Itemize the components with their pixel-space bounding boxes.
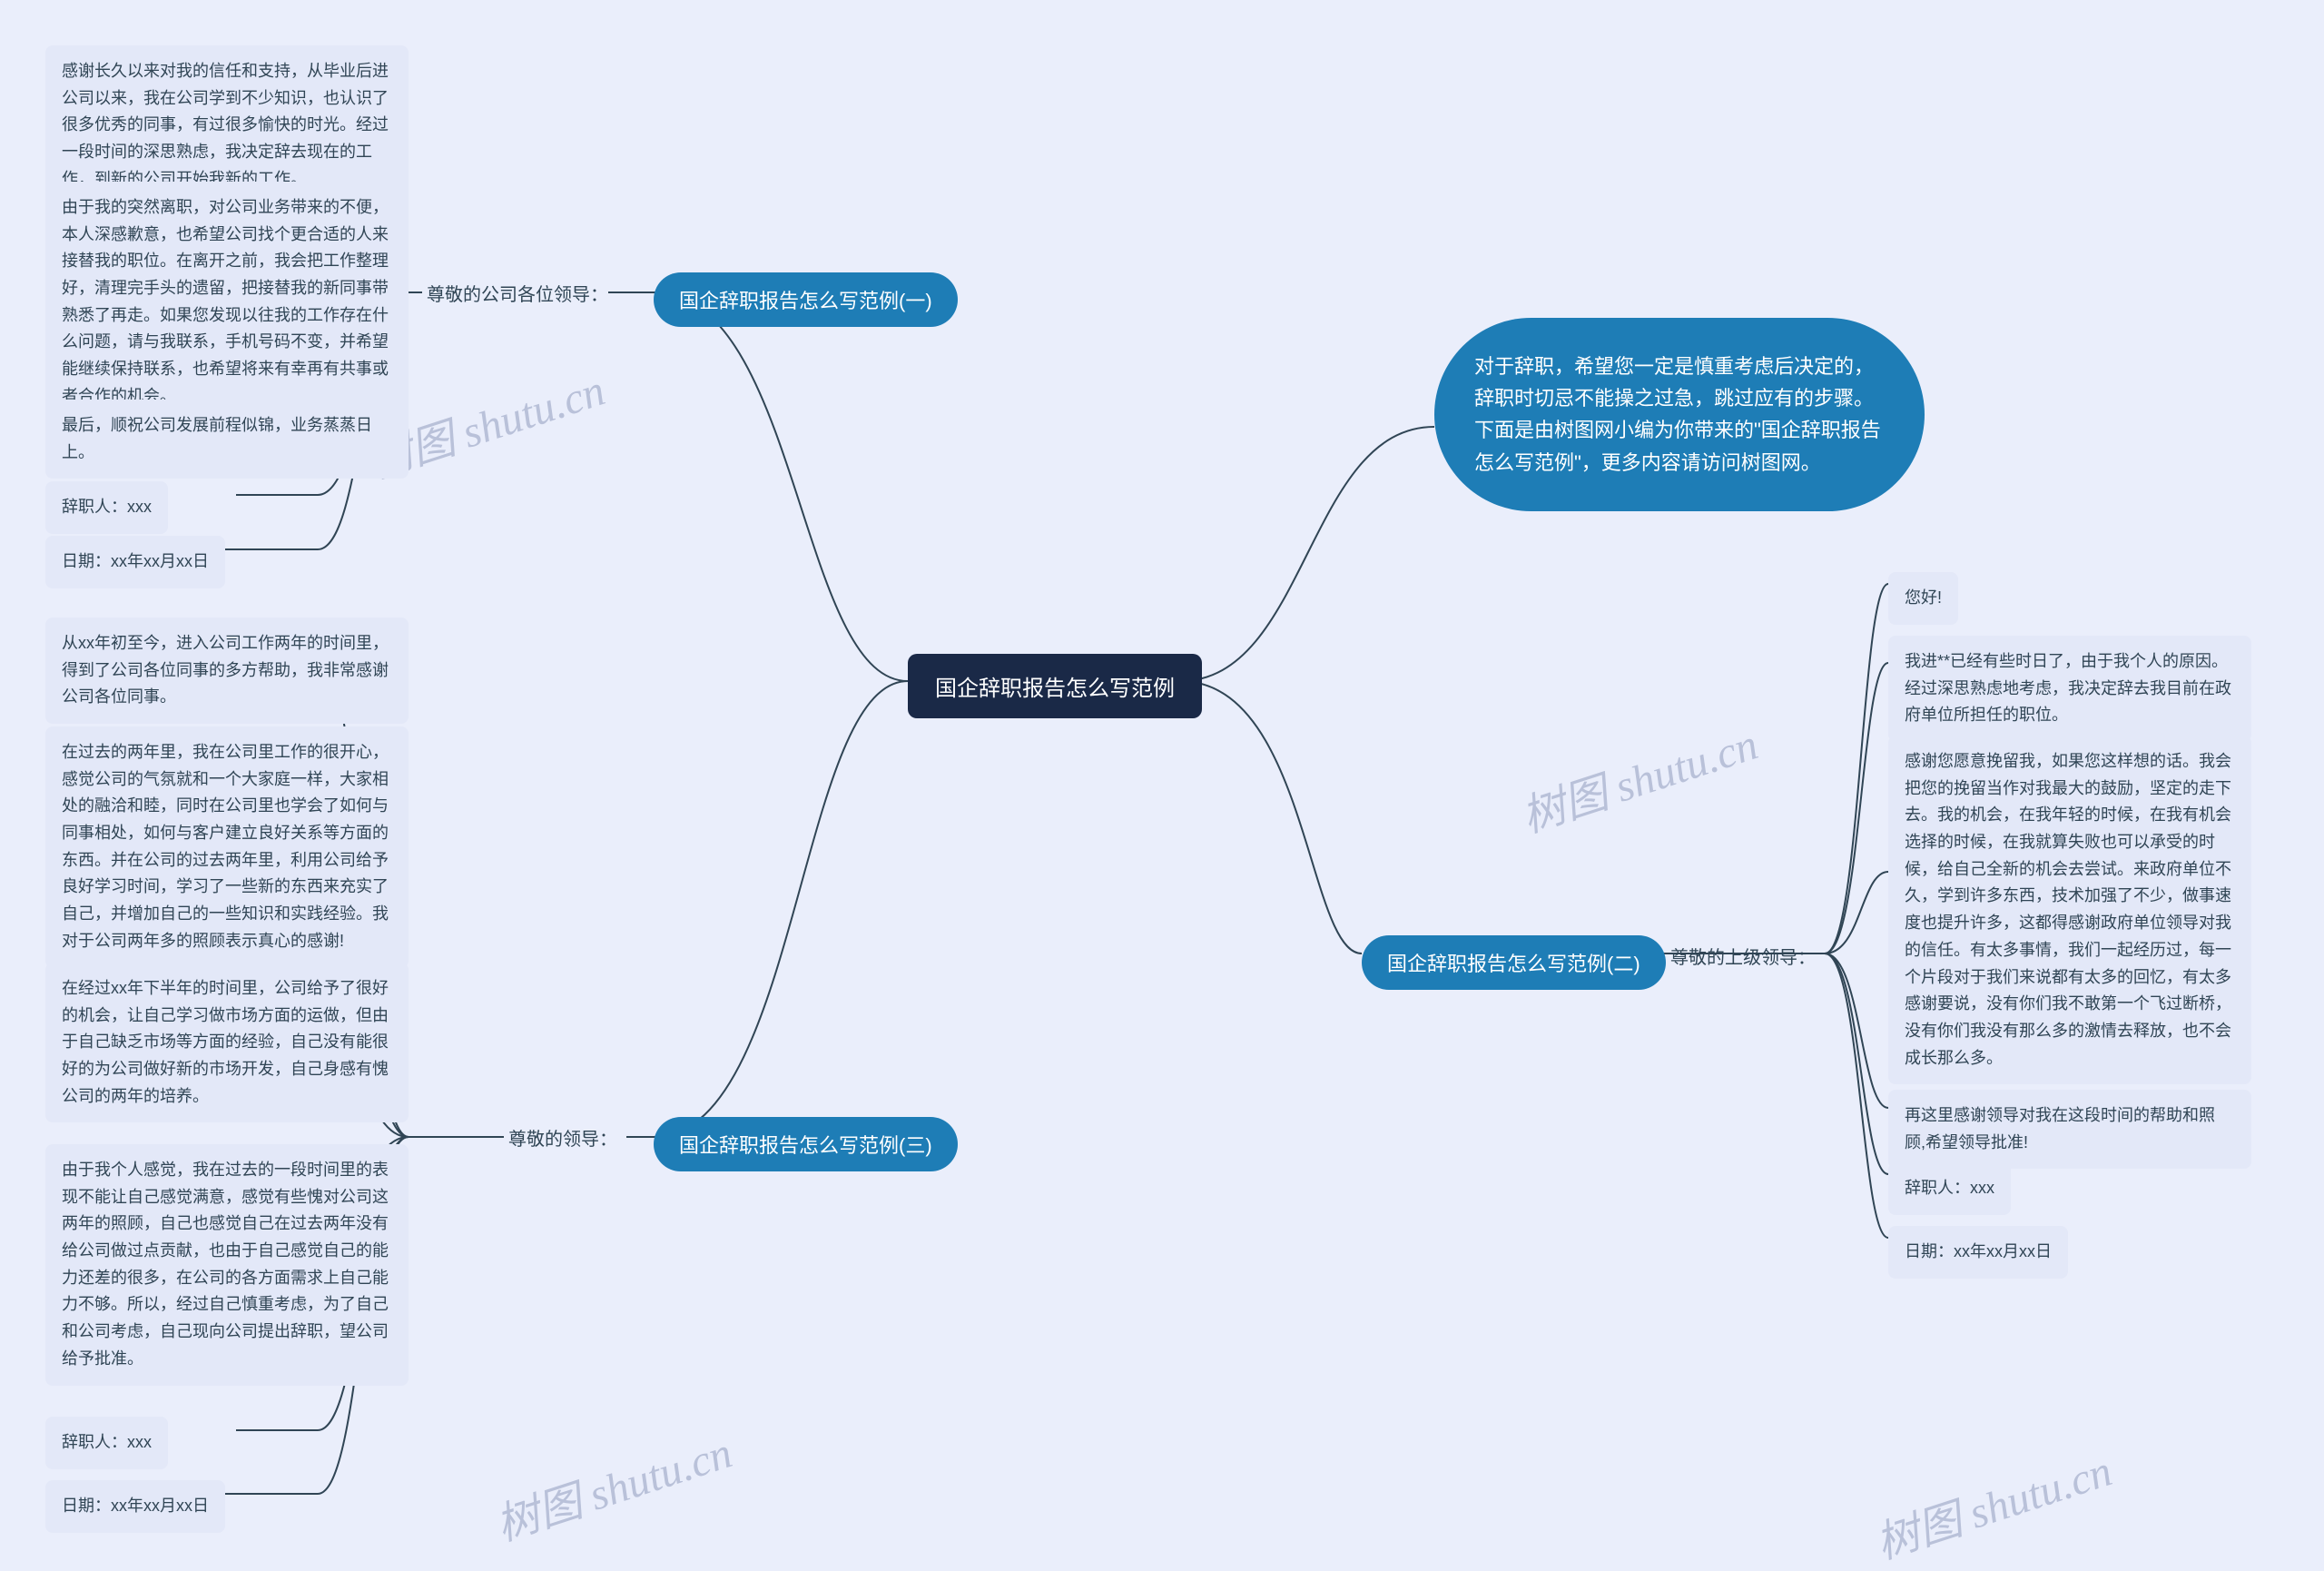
branch-three-title: 国企辞职报告怎么写范例(三)	[679, 1134, 932, 1157]
edge	[654, 681, 908, 1137]
branch-one-label: 尊敬的公司各位领导：	[427, 280, 608, 306]
branch-one-title: 国企辞职报告怎么写范例(一)	[679, 290, 932, 312]
edge	[1825, 953, 1888, 1108]
center-node: 国企辞职报告怎么写范例	[908, 654, 1202, 718]
intro-text: 对于辞职，希望您一定是慎重考虑后决定的，辞职时切忌不能操之过急，跳过应有的步骤。…	[1474, 355, 1881, 474]
edge	[654, 292, 908, 681]
edge	[1825, 953, 1888, 1238]
leaf-node: 您好!	[1888, 572, 1958, 625]
leaf-node: 日期：xx年xx月xx日	[45, 1480, 225, 1533]
leaf-node: 我进**已经有些时日了，由于我个人的原因。经过深思熟虑地考虑，我决定辞去我目前在…	[1888, 636, 2251, 742]
branch-two-label: 尊敬的上级领导：	[1670, 943, 1816, 969]
branch-two: 国企辞职报告怎么写范例(二)	[1362, 935, 1666, 990]
leaf-node: 在经过xx年下半年的时间里，公司给予了很好的机会，让自己学习做市场方面的运做，但…	[45, 963, 409, 1122]
leaf-node: 从xx年初至今，进入公司工作两年的时间里，得到了公司各位同事的多方帮助，我非常感…	[45, 618, 409, 724]
edge	[1825, 584, 1888, 953]
leaf-node: 由于我的突然离职，对公司业务带来的不便，本人深感歉意，也希望公司找个更合适的人来…	[45, 182, 409, 423]
branch-three-label: 尊敬的领导：	[508, 1124, 617, 1151]
leaf-node: 在过去的两年里，我在公司里工作的很开心，感觉公司的气氛就和一个大家庭一样，大家相…	[45, 726, 409, 968]
branch-one: 国企辞职报告怎么写范例(一)	[654, 272, 958, 327]
branch-three: 国企辞职报告怎么写范例(三)	[654, 1117, 958, 1171]
leaf-node: 再这里感谢领导对我在这段时间的帮助和照顾,希望领导批准!	[1888, 1090, 2251, 1169]
leaf-node: 日期：xx年xx月xx日	[1888, 1226, 2068, 1279]
leaf-node: 辞职人：xxx	[45, 481, 168, 534]
leaf-node: 最后，顺祝公司发展前程似锦，业务蒸蒸日上。	[45, 400, 409, 479]
leaf-node: 辞职人：xxx	[1888, 1162, 2011, 1215]
leaf-node: 由于我个人感觉，我在过去的一段时间里的表现不能让自己感觉满意，感觉有些愧对公司这…	[45, 1144, 409, 1386]
branch-two-title: 国企辞职报告怎么写范例(二)	[1387, 953, 1640, 975]
edge	[1825, 872, 1888, 953]
leaf-node: 辞职人：xxx	[45, 1417, 168, 1469]
edge	[1180, 681, 1362, 953]
leaf-node: 日期：xx年xx月xx日	[45, 536, 225, 588]
center-text: 国企辞职报告怎么写范例	[935, 677, 1175, 701]
edge	[1180, 427, 1434, 681]
leaf-node: 感谢您愿意挽留我，如果您这样想的话。我会把您的挽留当作对我最大的鼓励，坚定的走下…	[1888, 736, 2251, 1084]
intro-node: 对于辞职，希望您一定是慎重考虑后决定的，辞职时切忌不能操之过急，跳过应有的步骤。…	[1434, 318, 1925, 511]
